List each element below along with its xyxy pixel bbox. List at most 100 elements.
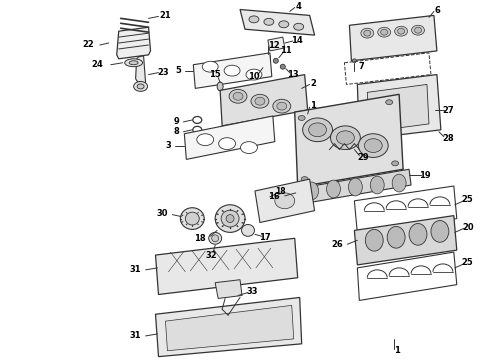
- Text: 16: 16: [268, 192, 280, 201]
- Text: 15: 15: [209, 70, 221, 79]
- Text: 33: 33: [246, 287, 258, 296]
- Ellipse shape: [255, 97, 265, 105]
- Text: 11: 11: [280, 46, 292, 55]
- Ellipse shape: [246, 69, 262, 80]
- Polygon shape: [215, 280, 242, 298]
- Ellipse shape: [431, 221, 449, 242]
- Ellipse shape: [180, 208, 204, 229]
- Text: 2: 2: [311, 79, 317, 88]
- Polygon shape: [294, 169, 411, 205]
- Ellipse shape: [134, 81, 147, 91]
- Ellipse shape: [415, 27, 421, 33]
- Text: 22: 22: [82, 40, 94, 49]
- Text: 9: 9: [173, 117, 179, 126]
- Ellipse shape: [217, 82, 223, 91]
- Polygon shape: [184, 116, 275, 159]
- Polygon shape: [294, 94, 403, 187]
- Text: 26: 26: [332, 240, 343, 249]
- Ellipse shape: [352, 59, 356, 63]
- Ellipse shape: [224, 65, 240, 76]
- Ellipse shape: [273, 58, 278, 63]
- Ellipse shape: [392, 161, 399, 166]
- Ellipse shape: [412, 25, 424, 35]
- Polygon shape: [349, 15, 437, 61]
- Ellipse shape: [137, 84, 144, 89]
- Ellipse shape: [422, 106, 431, 114]
- Polygon shape: [368, 85, 429, 132]
- Ellipse shape: [409, 224, 427, 245]
- Text: 18: 18: [275, 188, 286, 197]
- Ellipse shape: [277, 102, 287, 110]
- Text: 24: 24: [91, 60, 103, 69]
- Ellipse shape: [303, 118, 333, 141]
- Ellipse shape: [294, 23, 304, 30]
- Ellipse shape: [392, 174, 406, 192]
- Ellipse shape: [366, 229, 383, 251]
- Ellipse shape: [273, 99, 291, 113]
- Ellipse shape: [249, 16, 259, 23]
- Ellipse shape: [298, 116, 305, 121]
- Ellipse shape: [305, 182, 318, 200]
- Polygon shape: [357, 252, 457, 301]
- Ellipse shape: [260, 62, 266, 67]
- Ellipse shape: [266, 54, 270, 59]
- Text: 31: 31: [130, 265, 142, 274]
- Ellipse shape: [197, 134, 214, 145]
- Text: 3: 3: [166, 141, 171, 150]
- Text: 17: 17: [259, 233, 270, 242]
- Text: 14: 14: [291, 36, 303, 45]
- Ellipse shape: [378, 27, 391, 37]
- Ellipse shape: [348, 178, 362, 196]
- Text: 25: 25: [462, 195, 474, 204]
- Ellipse shape: [364, 30, 371, 36]
- Text: 29: 29: [358, 153, 369, 162]
- Ellipse shape: [387, 226, 405, 248]
- Ellipse shape: [394, 26, 408, 36]
- Ellipse shape: [129, 61, 138, 65]
- Polygon shape: [155, 297, 302, 357]
- Ellipse shape: [361, 28, 374, 38]
- Ellipse shape: [280, 64, 285, 69]
- Polygon shape: [220, 75, 308, 126]
- Text: 7: 7: [359, 62, 364, 71]
- Text: 32: 32: [205, 251, 217, 260]
- Ellipse shape: [331, 126, 360, 149]
- Ellipse shape: [358, 134, 388, 157]
- Ellipse shape: [301, 177, 308, 181]
- Ellipse shape: [215, 205, 245, 232]
- Text: 27: 27: [442, 105, 454, 114]
- Polygon shape: [240, 9, 315, 35]
- Ellipse shape: [275, 193, 294, 209]
- Polygon shape: [117, 27, 150, 59]
- Ellipse shape: [279, 21, 289, 28]
- Text: 1: 1: [310, 101, 316, 110]
- Ellipse shape: [309, 123, 326, 137]
- Text: 28: 28: [442, 134, 454, 143]
- Ellipse shape: [251, 94, 269, 108]
- Text: 18: 18: [194, 234, 205, 243]
- Ellipse shape: [226, 215, 234, 222]
- Ellipse shape: [229, 89, 247, 103]
- Polygon shape: [193, 53, 272, 89]
- Ellipse shape: [397, 28, 405, 34]
- Ellipse shape: [219, 138, 236, 149]
- Polygon shape: [268, 37, 285, 51]
- Ellipse shape: [202, 61, 218, 72]
- Ellipse shape: [381, 29, 388, 35]
- Ellipse shape: [365, 139, 382, 153]
- Ellipse shape: [212, 235, 219, 242]
- Text: 12: 12: [268, 41, 280, 50]
- Text: 10: 10: [248, 72, 260, 81]
- Polygon shape: [136, 56, 146, 85]
- Ellipse shape: [221, 210, 239, 227]
- Text: 8: 8: [173, 127, 179, 136]
- Text: 5: 5: [175, 66, 181, 75]
- Text: 23: 23: [158, 68, 169, 77]
- Text: 13: 13: [287, 70, 298, 79]
- Ellipse shape: [337, 131, 354, 145]
- Polygon shape: [155, 238, 298, 294]
- Ellipse shape: [242, 225, 254, 236]
- Ellipse shape: [386, 100, 392, 105]
- Text: 19: 19: [419, 171, 431, 180]
- Ellipse shape: [185, 212, 199, 225]
